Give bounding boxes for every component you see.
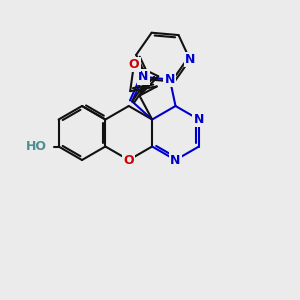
Text: O: O <box>129 58 139 71</box>
Text: N: N <box>170 154 181 166</box>
Text: N: N <box>194 113 204 126</box>
Text: N: N <box>138 70 148 83</box>
Text: N: N <box>165 73 175 86</box>
Text: O: O <box>124 154 134 166</box>
Text: N: N <box>185 53 195 66</box>
Text: HO: HO <box>26 140 47 153</box>
